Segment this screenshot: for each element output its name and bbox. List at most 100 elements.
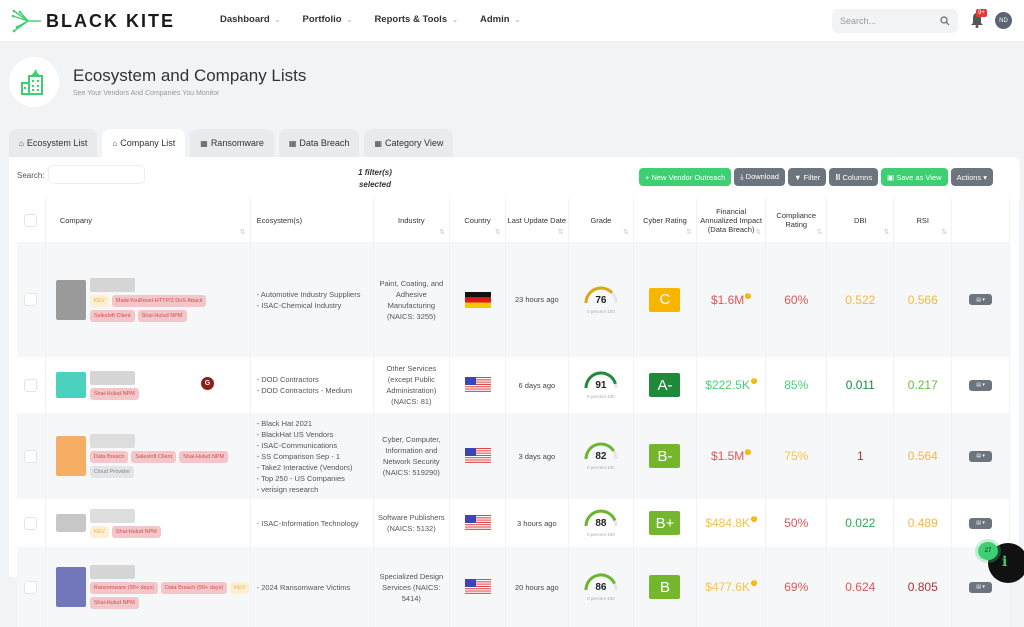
ecosystem-item[interactable]: - Automotive Industry Suppliers — [256, 289, 361, 299]
page-scrollbar[interactable] — [1019, 200, 1024, 574]
col-industry[interactable]: Industry ⇅ — [373, 198, 451, 242]
col-company[interactable]: Company ⇅ — [45, 198, 251, 242]
grade-cell[interactable]: 91 0 percent 100 — [568, 357, 634, 413]
ecosystem-item[interactable]: - SS Comparison Sep - 1 — [256, 451, 341, 461]
global-search-input[interactable]: Search... — [832, 9, 958, 33]
tag-chip[interactable]: Shai-Hulud NPM — [179, 451, 229, 463]
row-checkbox[interactable] — [24, 449, 38, 463]
grade-cell[interactable]: 82 0 percent 100 — [568, 413, 634, 499]
warning-icon[interactable]: ! — [745, 292, 752, 299]
col-last-update[interactable]: Last Update Date ⇅ — [505, 198, 569, 242]
filter-button[interactable]: ▼ Filter — [788, 168, 827, 186]
nav-portfolio[interactable]: Portfolio ⌄ — [303, 14, 353, 25]
ecosystem-item[interactable]: - 2024 Ransomware Victims — [256, 582, 351, 592]
row-select-cell — [17, 242, 46, 357]
ecosystem-item[interactable]: - verisign research — [256, 484, 319, 494]
row-checkbox[interactable] — [24, 580, 38, 594]
select-all-checkbox[interactable] — [24, 213, 38, 227]
dbi-value: 1 — [856, 449, 864, 463]
col-actions — [951, 198, 1010, 242]
tag-chip[interactable]: Cloud Provider — [89, 466, 135, 478]
ecosystem-item[interactable]: - DOD Contractors - Medium — [256, 386, 353, 395]
company-cell[interactable]: KEV Shai-Hulud NPM — [45, 499, 251, 547]
save-as-view-button[interactable]: ▣ Save as View — [881, 168, 948, 186]
col-financial-impact[interactable]: Financial Annualized Impact (Data Breach… — [696, 198, 767, 242]
tab-company-list[interactable]: ⌂ Company List — [102, 129, 186, 157]
nav-reports-tools[interactable]: Reports & Tools ⌄ — [374, 14, 458, 25]
table-search-input[interactable] — [48, 165, 145, 184]
ecosystem-item[interactable]: - ISAC-Communications — [256, 440, 338, 450]
gauge-scale-label: 0 percent 100 — [587, 308, 615, 314]
ecosystem-item[interactable]: - Black Hat 2021 — [256, 418, 313, 428]
user-avatar[interactable]: ND — [995, 12, 1012, 29]
company-cell[interactable]: KEV MadeYouReset HTTP/2 DoS Attack Saleslo… — [45, 242, 251, 357]
tag-chip[interactable]: KEV — [89, 294, 109, 307]
row-checkbox[interactable] — [24, 378, 38, 392]
nav-admin[interactable]: Admin ⌄ — [480, 14, 520, 25]
ecosystem-item[interactable]: - DOD Contractors — [256, 375, 319, 384]
tag-chip[interactable]: Data Breach (90+ days) — [160, 582, 228, 594]
warning-icon[interactable]: ! — [750, 378, 757, 384]
table-row[interactable]: Shai-Hulud NPM - DOD Contractors - DOD Co… — [17, 357, 1010, 413]
g-badge-icon[interactable]: G — [201, 377, 214, 390]
warning-icon[interactable]: ! — [750, 516, 757, 522]
search-icon — [940, 16, 950, 26]
tab-ecosystem-list[interactable]: ⌂ Ecosystem List — [9, 129, 98, 157]
tag-chip[interactable]: Shai-Hulud NPM — [89, 597, 139, 609]
table-row[interactable]: KEV Shai-Hulud NPM - ISAC-Information Tec… — [17, 499, 1010, 547]
tag-chip[interactable]: Salesloft Client — [89, 309, 135, 322]
tag-chip[interactable]: MadeYouReset HTTP/2 DoS Attack — [111, 294, 207, 307]
row-actions-dropdown[interactable]: ▤ ▾ — [969, 581, 993, 593]
brand-logo[interactable]: BLACK KITE — [12, 9, 175, 33]
grade-cell[interactable]: 76 0 percent 100 — [568, 242, 634, 357]
nav-dashboard[interactable]: Dashboard ⌄ — [220, 14, 281, 25]
compliance-value: 69% — [784, 580, 809, 594]
download-button[interactable]: ⤓ Download — [734, 168, 786, 186]
col-country[interactable]: Country ⇅ — [449, 198, 506, 242]
columns-button[interactable]: Ⅲ Columns — [829, 168, 879, 186]
info-icon: i — [1002, 554, 1008, 570]
company-cell[interactable]: Ransomware (90+ days) Data Breach (90+ da… — [45, 547, 251, 627]
new-vendor-outreach-button[interactable]: + New Vendor Outreach — [639, 168, 732, 186]
row-checkbox[interactable] — [24, 293, 38, 306]
tag-chip[interactable]: KEV — [89, 525, 109, 538]
grade-cell[interactable]: 88 0 percent 100 — [568, 499, 634, 547]
row-actions-dropdown[interactable]: ▤ ▾ — [969, 294, 993, 305]
tag-chip[interactable]: Shai-Hulud NPM — [137, 309, 187, 322]
tag-chip[interactable]: Ransomware (90+ days) — [89, 582, 158, 594]
company-cell[interactable]: Data Breach Salesloft Client Shai-Hulud NP… — [45, 413, 251, 499]
table-row[interactable]: KEV MadeYouReset HTTP/2 DoS Attack Saleslo… — [17, 242, 1010, 357]
row-checkbox[interactable] — [24, 516, 38, 530]
ecosystem-item[interactable]: - Take2 Interactive (Vendors) — [256, 462, 353, 472]
table-icon: ▦ — [374, 138, 382, 148]
col-cyber-rating[interactable]: Cyber Rating ⇅ — [633, 198, 697, 242]
ecosystem-item[interactable]: - Top 250 - US Companies — [256, 473, 345, 483]
col-compliance[interactable]: Compliance Rating ⇅ — [765, 198, 828, 242]
table-row[interactable]: Data Breach Salesloft Client Shai-Hulud NP… — [17, 413, 1010, 499]
col-rsi[interactable]: RSI ⇅ — [893, 198, 953, 242]
tab-category-view[interactable]: ▦ Category View — [364, 129, 454, 157]
company-cell[interactable]: Shai-Hulud NPM — [45, 357, 251, 413]
row-actions-dropdown[interactable]: ▤ ▾ — [969, 450, 993, 462]
table-row[interactable]: Ransomware (90+ days) Data Breach (90+ da… — [17, 547, 1010, 627]
warning-icon[interactable]: ! — [750, 580, 757, 586]
grade-cell[interactable]: 86 0 percent 100 — [568, 547, 634, 627]
ecosystem-item[interactable]: - BlackHat US Vendors — [256, 429, 334, 439]
tag-chip[interactable]: Shai-Hulud NPM — [111, 525, 161, 538]
ecosystem-item[interactable]: - ISAC-Chemical Industry — [256, 300, 342, 310]
tab-data-breach[interactable]: ▦ Data Breach — [278, 129, 360, 157]
col-dbi[interactable]: DBI ⇅ — [826, 198, 895, 242]
tag-chip[interactable]: Salesloft Client — [131, 451, 177, 463]
col-grade[interactable]: Grade ⇅ — [568, 198, 634, 242]
warning-icon[interactable]: ! — [745, 449, 752, 455]
col-ecosystems[interactable]: Ecosystem(s) — [250, 198, 374, 242]
tag-chip[interactable]: KEV — [230, 582, 250, 594]
actions-dropdown-button[interactable]: Actions ▾ — [950, 168, 994, 186]
tag-chip[interactable]: Data Breach — [89, 451, 129, 463]
main-nav: Dashboard ⌄ Portfolio ⌄ Reports & Tools ⌄ A… — [220, 14, 542, 25]
tab-ransomware[interactable]: ▦ Ransomware — [190, 129, 274, 157]
ecosystem-item[interactable]: - ISAC-Information Technology — [256, 518, 359, 528]
row-actions-dropdown[interactable]: ▤ ▾ — [969, 517, 993, 529]
row-actions-dropdown[interactable]: ▤ ▾ — [969, 379, 993, 391]
tag-chip[interactable]: Shai-Hulud NPM — [89, 387, 139, 400]
